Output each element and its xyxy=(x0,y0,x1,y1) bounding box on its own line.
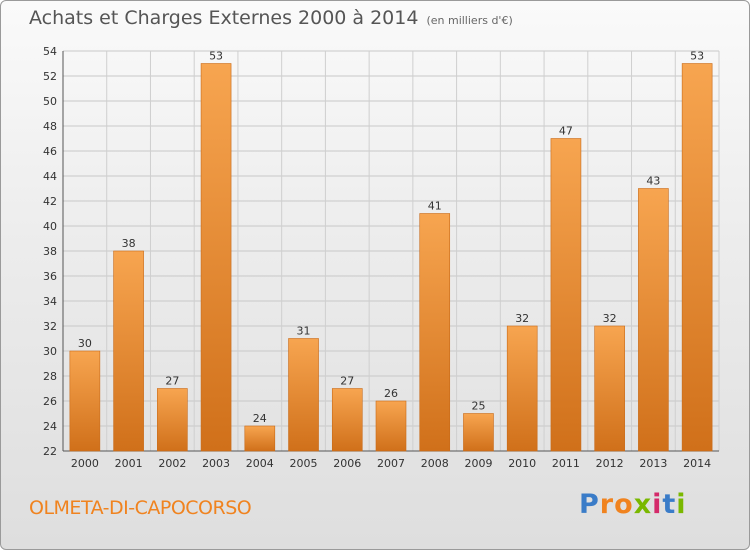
axes: 22 24 26 28 30 32 34 36 38 40 42 44 46 48 50 52 54 2000 20… xyxy=(43,45,719,470)
y-tick-label: 36 xyxy=(43,270,57,283)
logo-letter: r xyxy=(599,489,615,520)
y-tick-label: 44 xyxy=(43,170,57,183)
x-tick-label-2004: 2004 xyxy=(246,457,274,470)
data-label-2012: 32 xyxy=(603,312,617,325)
chart-title-text: Achats et Charges Externes 2000 à 2014 xyxy=(29,7,419,29)
bars xyxy=(69,63,713,452)
x-tick-label-2008: 2008 xyxy=(421,457,449,470)
y-tick-label: 30 xyxy=(43,345,57,358)
x-tick-label-2002: 2002 xyxy=(158,457,186,470)
data-label-2001: 38 xyxy=(122,237,136,250)
bar-2001 xyxy=(113,250,144,452)
data-labels: 30 38 27 53 24 31 27 26 41 25 32 47 32 43 53 xyxy=(78,50,704,426)
bar-2003 xyxy=(200,63,232,452)
data-label-2014: 53 xyxy=(690,50,704,63)
y-tick-label: 40 xyxy=(43,220,57,233)
y-tick-label: 22 xyxy=(43,445,57,458)
x-tick-label-2012: 2012 xyxy=(596,457,624,470)
y-tick-label: 28 xyxy=(43,370,57,383)
data-label-2008: 41 xyxy=(428,200,442,213)
x-tick-label-2000: 2000 xyxy=(71,457,99,470)
logo-letter: P xyxy=(579,489,600,520)
x-tick-label-2001: 2001 xyxy=(115,457,143,470)
data-label-2013: 43 xyxy=(646,175,660,188)
bar-2002 xyxy=(157,388,188,452)
x-tick-label-2014: 2014 xyxy=(683,457,711,470)
y-tick-label: 48 xyxy=(43,120,57,133)
chart-title: Achats et Charges Externes 2000 à 2014 (e… xyxy=(29,7,513,29)
y-tick-label: 42 xyxy=(43,195,57,208)
x-tick-label-2011: 2011 xyxy=(552,457,580,470)
logo-letter: x xyxy=(633,489,653,520)
x-tick-label-2010: 2010 xyxy=(508,457,536,470)
data-label-2009: 25 xyxy=(471,400,485,413)
data-label-2002: 27 xyxy=(165,375,179,388)
bar-2006 xyxy=(331,388,363,452)
data-label-2006: 27 xyxy=(340,375,354,388)
x-tick-label-2013: 2013 xyxy=(639,457,667,470)
data-label-2011: 47 xyxy=(559,125,573,138)
y-tick-label: 46 xyxy=(43,145,57,158)
y-tick-label: 26 xyxy=(43,395,57,408)
bar-2010 xyxy=(506,325,538,452)
logo-letter: i xyxy=(676,489,687,520)
y-tick-label: 38 xyxy=(43,245,57,258)
bar-2007 xyxy=(375,400,407,452)
y-tick-label: 34 xyxy=(43,295,57,308)
data-label-2000: 30 xyxy=(78,337,92,350)
bar-2008 xyxy=(419,213,451,452)
chart-unit: (en milliers d'€) xyxy=(426,14,513,27)
bar-2009 xyxy=(463,413,494,452)
y-tick-label: 24 xyxy=(43,420,57,433)
bar-2014 xyxy=(681,63,713,452)
bar-2013 xyxy=(638,188,669,452)
data-label-2005: 31 xyxy=(297,325,311,338)
bar-2012 xyxy=(594,325,625,452)
y-tick-label: 50 xyxy=(43,95,57,108)
logo-letter: t xyxy=(662,489,677,520)
data-label-2003: 53 xyxy=(209,50,223,63)
data-label-2004: 24 xyxy=(253,412,267,425)
y-tick-label: 54 xyxy=(43,45,57,58)
bar-2000 xyxy=(69,350,101,452)
x-tick-label-2006: 2006 xyxy=(333,457,361,470)
logo-letter: i xyxy=(652,489,663,520)
logo-letter: o xyxy=(614,489,634,520)
bar-2004 xyxy=(244,425,276,452)
y-tick-label: 52 xyxy=(43,70,57,83)
x-tick-label-2003: 2003 xyxy=(202,457,230,470)
proxiti-logo: Proxiti xyxy=(579,489,687,520)
y-tick-label: 32 xyxy=(43,320,57,333)
bar-2005 xyxy=(288,338,319,452)
x-tick-label-2007: 2007 xyxy=(377,457,405,470)
x-tick-label-2005: 2005 xyxy=(290,457,318,470)
commune-name: OLMETA-DI-CAPOCORSO xyxy=(29,497,252,519)
x-tick-label-2009: 2009 xyxy=(464,457,492,470)
data-label-2010: 32 xyxy=(515,312,529,325)
bar-2011 xyxy=(550,138,582,452)
data-label-2007: 26 xyxy=(384,387,398,400)
